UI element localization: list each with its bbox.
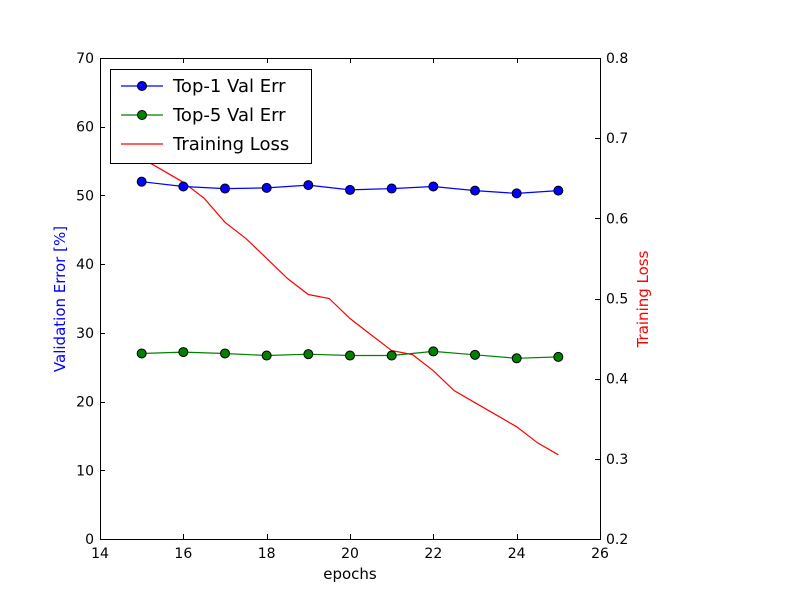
left-y-tick-label: 30 — [76, 326, 94, 342]
data-point-top5 — [345, 350, 355, 361]
data-point-top1 — [511, 188, 522, 199]
data-point-top1 — [345, 184, 355, 195]
right-y-tick-label: 0.3 — [606, 452, 628, 468]
left-y-tick-label: 50 — [76, 188, 94, 204]
ticks-layer: 14 16 18 20 22 24 26 0 10 20 30 40 50 60 70 0.2 0.3 0.4 0.… — [76, 51, 628, 562]
data-point-top5 — [511, 353, 522, 364]
x-tick-label: 14 — [91, 546, 109, 562]
right-y-tick-label: 0.2 — [606, 532, 628, 548]
data-point-top1 — [470, 185, 480, 196]
x-tick-label: 20 — [341, 546, 359, 562]
x-tick-label: 18 — [258, 546, 276, 562]
x-tick-label: 22 — [424, 546, 442, 562]
data-point-top1 — [220, 183, 230, 194]
x-tick-label: 26 — [591, 546, 609, 562]
data-point-top5 — [470, 349, 480, 360]
series-line-training-loss — [141, 157, 559, 456]
data-point-top5 — [178, 347, 189, 358]
data-point-top5 — [303, 349, 314, 360]
right-y-tick-label: 0.8 — [606, 51, 628, 67]
legend: Top-1 Val Err Top-5 Val Err Training Los… — [110, 69, 312, 164]
left-y-tick-label: 60 — [76, 120, 94, 136]
legend-marker-top5 — [137, 110, 147, 120]
right-y-tick-label: 0.4 — [606, 372, 628, 388]
data-point-top1 — [261, 182, 272, 193]
legend-marker-top1 — [137, 81, 147, 91]
left-y-axis-label: Validation Error [%] — [51, 226, 69, 372]
left-y-tick-label: 10 — [76, 463, 94, 479]
right-y-axis-label: Training Loss — [634, 250, 652, 348]
legend-label-top5: Top-5 Val Err — [172, 105, 286, 126]
data-point-top1 — [136, 176, 147, 187]
legend-label-loss: Training Loss — [172, 134, 289, 155]
right-y-tick-label: 0.7 — [606, 131, 628, 147]
data-point-top1 — [428, 181, 439, 192]
data-point-top1 — [178, 181, 189, 192]
x-axis-label: epochs — [323, 565, 377, 583]
data-point-top5 — [553, 351, 564, 362]
left-y-tick-label: 70 — [76, 51, 94, 67]
data-point-top1 — [386, 183, 397, 194]
right-y-tick-label: 0.5 — [606, 292, 628, 308]
left-y-tick-label: 40 — [76, 257, 94, 273]
data-point-top5 — [136, 348, 147, 359]
data-point-top5 — [428, 346, 439, 357]
x-tick-label: 24 — [508, 546, 526, 562]
legend-label-top1: Top-1 Val Err — [172, 76, 286, 97]
left-y-tick-label: 20 — [76, 395, 94, 411]
x-tick-label: 16 — [174, 546, 192, 562]
data-point-top5 — [261, 350, 272, 361]
left-y-tick-label: 0 — [85, 532, 94, 548]
right-y-tick-label: 0.6 — [606, 211, 628, 227]
data-point-top1 — [553, 185, 564, 196]
data-point-top1 — [303, 180, 314, 191]
series-layer — [136, 157, 564, 456]
data-point-top5 — [386, 350, 397, 361]
data-point-top5 — [220, 348, 230, 359]
